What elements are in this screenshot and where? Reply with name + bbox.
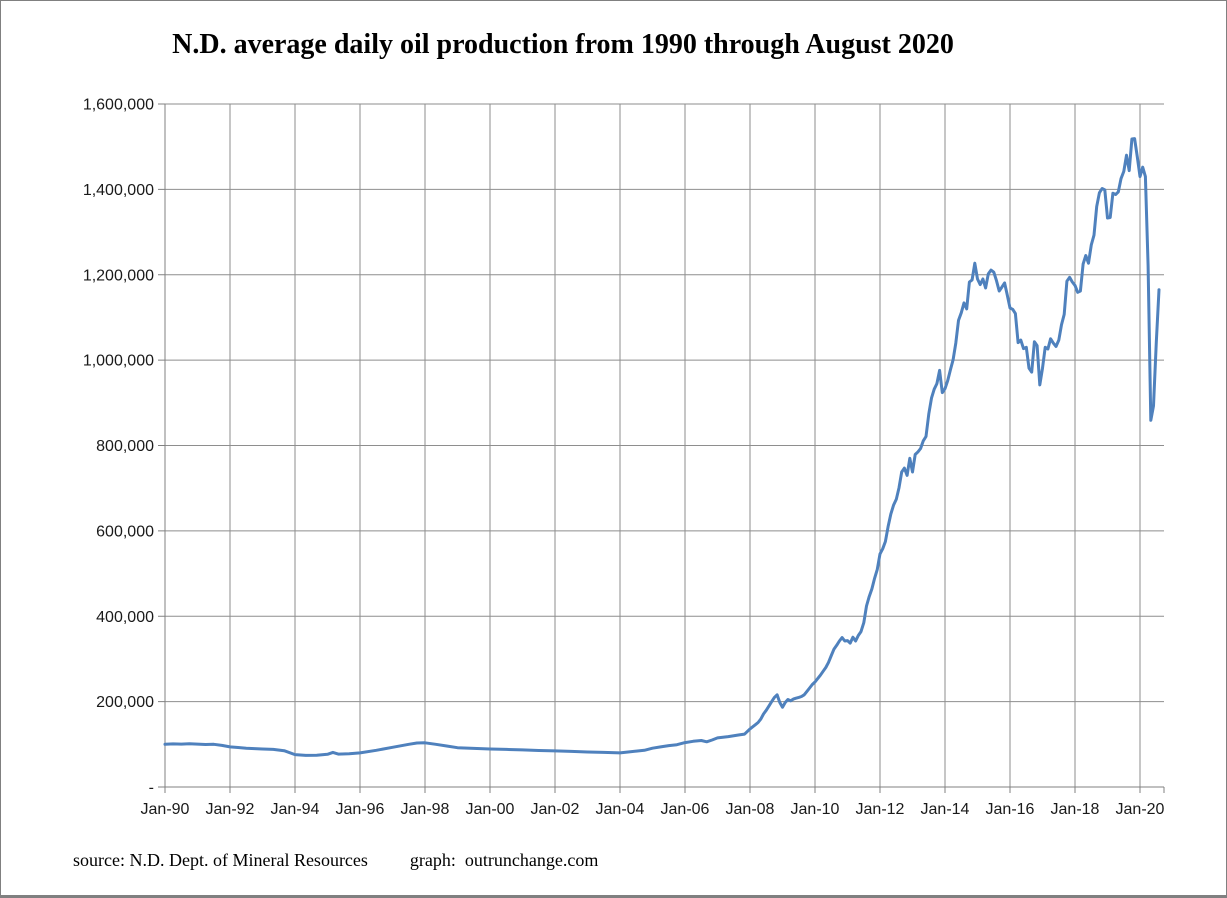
x-axis-tick-label: Jan-16 — [986, 801, 1035, 818]
x-axis-tick-label: Jan-92 — [206, 801, 255, 818]
x-axis-tick-label: Jan-00 — [466, 801, 515, 818]
x-axis-tick-label: Jan-96 — [336, 801, 385, 818]
y-axis-tick-label: 600,000 — [96, 523, 154, 540]
oil-production-series-line — [163, 137, 1161, 757]
x-axis-tick-label: Jan-08 — [726, 801, 775, 818]
x-axis-tick-label: Jan-12 — [856, 801, 905, 818]
y-axis-tick-label: 1,000,000 — [83, 353, 154, 370]
x-axis-tick-label: Jan-18 — [1051, 801, 1100, 818]
y-axis-tick-label: 200,000 — [96, 694, 154, 711]
y-axis-tick-label: 400,000 — [96, 609, 154, 626]
graph-credit-label: graph: outrunchange.com — [409, 850, 599, 870]
x-axis-tick-label: Jan-14 — [921, 801, 970, 818]
y-axis-tick-label: - — [149, 780, 154, 797]
x-axis-tick-label: Jan-04 — [596, 801, 645, 818]
x-axis-tick-label: Jan-02 — [531, 801, 580, 818]
y-axis-tick-label: 1,400,000 — [83, 182, 154, 199]
x-axis-tick-label: Jan-90 — [141, 801, 190, 818]
x-axis-tick-label: Jan-94 — [271, 801, 320, 818]
y-axis-tick-label: 1,600,000 — [83, 97, 154, 114]
x-axis-tick-label: Jan-10 — [791, 801, 840, 818]
chart-title: N.D. average daily oil production from 1… — [172, 29, 954, 60]
x-axis-tick-label: Jan-98 — [401, 801, 450, 818]
y-axis-tick-label: 1,200,000 — [83, 267, 154, 284]
source-credit-label: source: N.D. Dept. of Mineral Resources — [73, 850, 368, 870]
chart-footer: source: N.D. Dept. of Mineral Resources g… — [73, 850, 598, 871]
x-axis-tick-label: Jan-06 — [661, 801, 710, 818]
x-axis-tick-label: Jan-20 — [1116, 801, 1165, 818]
y-axis-tick-label: 800,000 — [96, 438, 154, 455]
